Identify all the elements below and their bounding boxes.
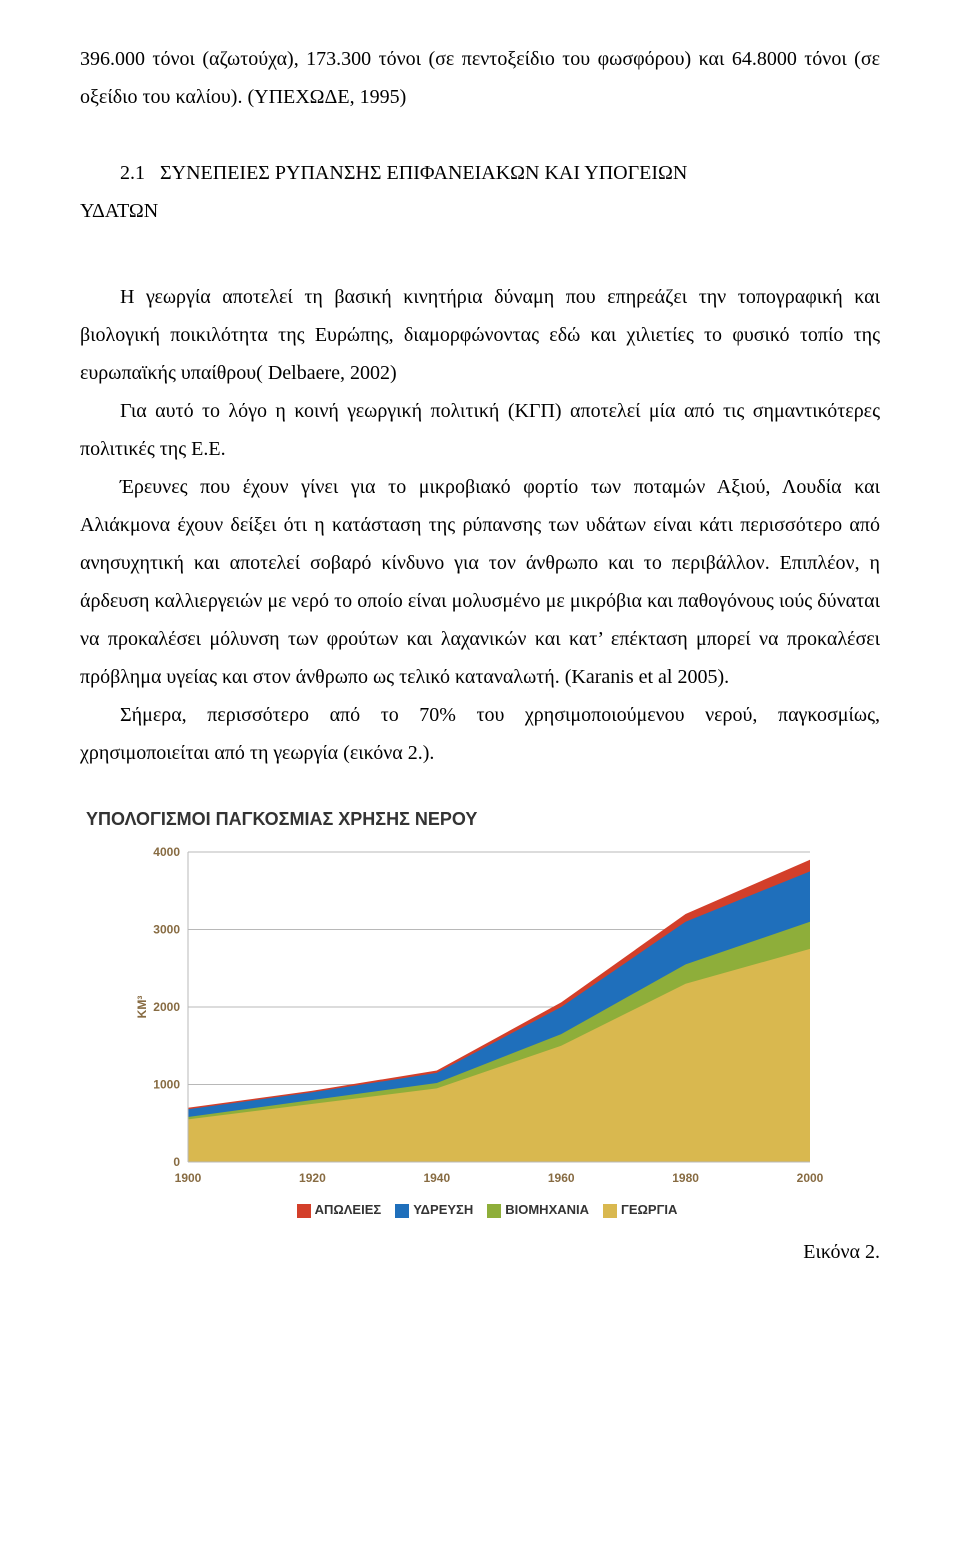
area-chart: 0 1000 2000 3000 4000 1900 1920 1940 1960 1980 200…	[130, 842, 830, 1192]
legend-label: ΥΔΡΕΥΣΗ	[413, 1202, 473, 1217]
svg-text:1940: 1940	[423, 1171, 450, 1185]
svg-text:0: 0	[173, 1155, 180, 1169]
svg-text:KM³: KM³	[135, 996, 149, 1019]
chart-title: ΥΠΟΛΟΓΙΣΜΟΙ ΠΑΓΚΟΣΜΙΑΣ ΧΡΗΣΗΣ ΝΕΡΟΥ	[80, 802, 880, 836]
svg-text:1000: 1000	[153, 1078, 180, 1092]
svg-text:2000: 2000	[153, 1000, 180, 1014]
legend-swatch	[297, 1204, 311, 1218]
page: 396.000 τόνοι (αζωτούχα), 173.300 τόνοι …	[0, 0, 960, 1331]
heading-second-line: ΥΔΑΤΩΝ	[80, 192, 880, 230]
heading-number: 2.1	[120, 154, 145, 192]
svg-text:1920: 1920	[299, 1171, 326, 1185]
legend-swatch	[487, 1204, 501, 1218]
figure-caption: Εικόνα 2.	[80, 1233, 880, 1271]
svg-text:1900: 1900	[175, 1171, 202, 1185]
intro-fragment: 396.000 τόνοι (αζωτούχα), 173.300 τόνοι …	[80, 40, 880, 116]
legend-label: ΓΕΩΡΓΙΑ	[621, 1202, 677, 1217]
svg-text:1960: 1960	[548, 1171, 575, 1185]
legend-label: ΒΙΟΜΗΧΑΝΙΑ	[505, 1202, 589, 1217]
svg-text:1980: 1980	[672, 1171, 699, 1185]
svg-text:4000: 4000	[153, 845, 180, 859]
body-paragraph-4: Σήμερα, περισσότερο από το 70% του χρησι…	[80, 696, 880, 772]
heading-first-line: ΣΥΝΕΠΕΙΕΣ ΡΥΠΑΝΣΗΣ ΕΠΙΦΑΝΕΙΑΚΩΝ ΚΑΙ ΥΠΟΓ…	[160, 162, 687, 184]
chart-legend: ΑΠΩΛΕΙΕΣ ΥΔΡΕΥΣΗ ΒΙΟΜΗΧΑΝΙΑ ΓΕΩΡΓΙΑ	[80, 1198, 880, 1223]
svg-text:3000: 3000	[153, 923, 180, 937]
section-heading: 2.1 ΣΥΝΕΠΕΙΕΣ ΡΥΠΑΝΣΗΣ ΕΠΙΦΑΝΕΙΑΚΩΝ ΚΑΙ …	[80, 154, 880, 192]
legend-swatch	[395, 1204, 409, 1218]
chart-container: ΥΠΟΛΟΓΙΣΜΟΙ ΠΑΓΚΟΣΜΙΑΣ ΧΡΗΣΗΣ ΝΕΡΟΥ 0 100…	[80, 802, 880, 1223]
svg-text:2000: 2000	[797, 1171, 824, 1185]
body-paragraph-2: Για αυτό το λόγο η κοινή γεωργική πολιτι…	[80, 392, 880, 468]
legend-swatch	[603, 1204, 617, 1218]
legend-label: ΑΠΩΛΕΙΕΣ	[315, 1202, 382, 1217]
body-paragraph-3: Έρευνες που έχουν γίνει για το μικροβιακ…	[80, 468, 880, 696]
body-paragraph-1: Η γεωργία αποτελεί τη βασική κινητήρια δ…	[80, 278, 880, 392]
